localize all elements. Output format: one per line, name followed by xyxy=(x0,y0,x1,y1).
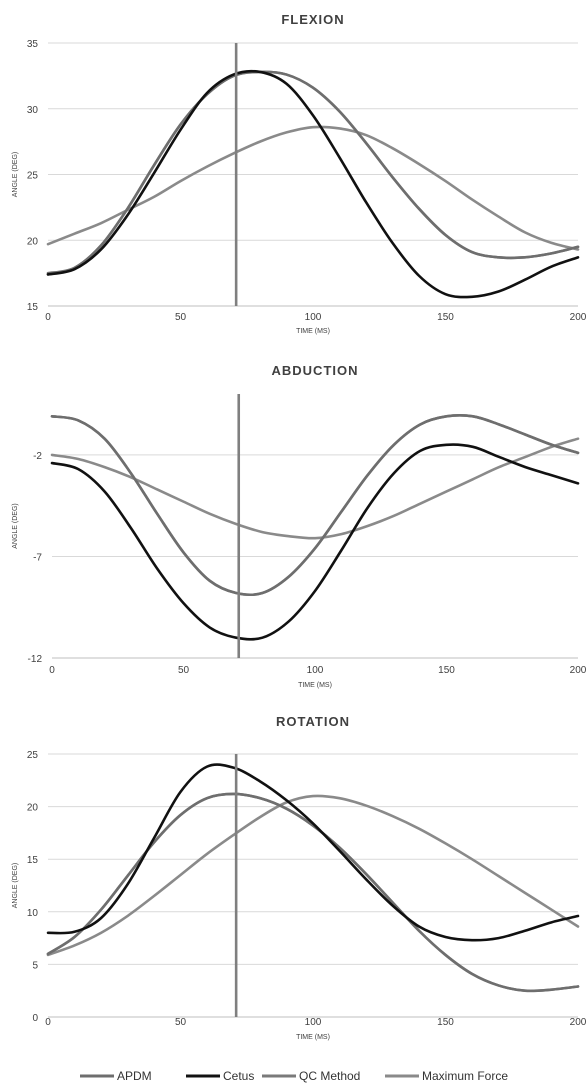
series-line-qc-method xyxy=(46,70,580,276)
y-tick-label: 0 xyxy=(32,1013,38,1024)
series-line-maximum-force xyxy=(46,125,580,251)
x-tick-label: 200 xyxy=(570,1017,587,1028)
chart-title: FLEXION xyxy=(281,12,344,27)
x-tick-label: 0 xyxy=(45,312,51,323)
legend-label: APDM xyxy=(117,1069,152,1083)
y-tick-label: -7 xyxy=(33,552,42,563)
legend-label: Cetus xyxy=(223,1069,254,1083)
legend-item: QC Method xyxy=(262,1069,360,1083)
y-tick-label: -2 xyxy=(33,451,42,462)
x-axis-label: TIME (MS) xyxy=(296,328,330,335)
y-tick-label: 25 xyxy=(27,171,39,182)
x-tick-label: 150 xyxy=(437,1017,454,1028)
legend-label: Maximum Force xyxy=(422,1069,508,1083)
x-tick-label: 150 xyxy=(438,665,455,676)
series-line-qc-method xyxy=(50,414,580,597)
y-axis-label: ANGLE (DEG) xyxy=(12,152,19,198)
chart-panel-rotation: ROTATION 0 5 10 15 20 25 0 50 100 150 200 TIME (MS) A… xyxy=(12,714,587,1041)
x-tick-label: 50 xyxy=(178,665,190,676)
y-tick-label: 20 xyxy=(27,236,39,247)
x-tick-label: 150 xyxy=(437,312,454,323)
series-line-apdm xyxy=(46,792,580,993)
y-tick-label: 15 xyxy=(27,855,39,866)
y-axis-label: ANGLE (DEG) xyxy=(12,503,19,549)
chart-panel-flexion: FLEXION 15 20 25 30 35 0 50 100 150 200 TIME (MS) AN… xyxy=(12,12,587,335)
series-line-maximum-force xyxy=(46,794,580,957)
y-tick-label: 15 xyxy=(27,302,39,313)
y-tick-label: 20 xyxy=(27,803,39,814)
y-tick-label: 30 xyxy=(27,105,39,116)
legend-item: APDM xyxy=(80,1069,152,1083)
x-tick-label: 200 xyxy=(570,312,587,323)
x-tick-label: 100 xyxy=(305,1017,322,1028)
series-line-apdm xyxy=(50,414,580,597)
x-axis-label: TIME (MS) xyxy=(296,1034,330,1041)
x-tick-label: 50 xyxy=(175,1017,187,1028)
legend-label: QC Method xyxy=(299,1069,360,1083)
y-tick-label: 10 xyxy=(27,908,39,919)
legend: APDM Cetus QC Method Maximum Force xyxy=(80,1069,508,1083)
series-line-apdm xyxy=(46,70,580,275)
legend-item: Cetus xyxy=(186,1069,254,1083)
series-line-cetus xyxy=(46,763,580,942)
y-tick-label: 5 xyxy=(32,960,38,971)
x-tick-label: 100 xyxy=(307,665,324,676)
x-tick-label: 0 xyxy=(49,665,55,676)
y-tick-label: 25 xyxy=(27,750,39,761)
x-tick-label: 200 xyxy=(570,665,587,676)
x-tick-label: 0 xyxy=(45,1017,51,1028)
chart-title: ROTATION xyxy=(276,714,350,729)
y-tick-label: -12 xyxy=(28,654,43,665)
y-axis-label: ANGLE (DEG) xyxy=(12,863,19,909)
series-line-cetus xyxy=(50,443,580,641)
series-line-cetus xyxy=(46,69,580,299)
x-axis-label: TIME (MS) xyxy=(298,682,332,689)
legend-item: Maximum Force xyxy=(385,1069,508,1083)
series-line-maximum-force xyxy=(50,437,580,540)
x-tick-label: 100 xyxy=(305,312,322,323)
x-tick-label: 50 xyxy=(175,312,187,323)
y-tick-label: 35 xyxy=(27,39,39,50)
chart-title: ABDUCTION xyxy=(272,363,359,378)
chart-panel-abduction: ABDUCTION -12 -7 -2 0 50 100 150 200 TIME (MS) ANG… xyxy=(12,363,587,689)
